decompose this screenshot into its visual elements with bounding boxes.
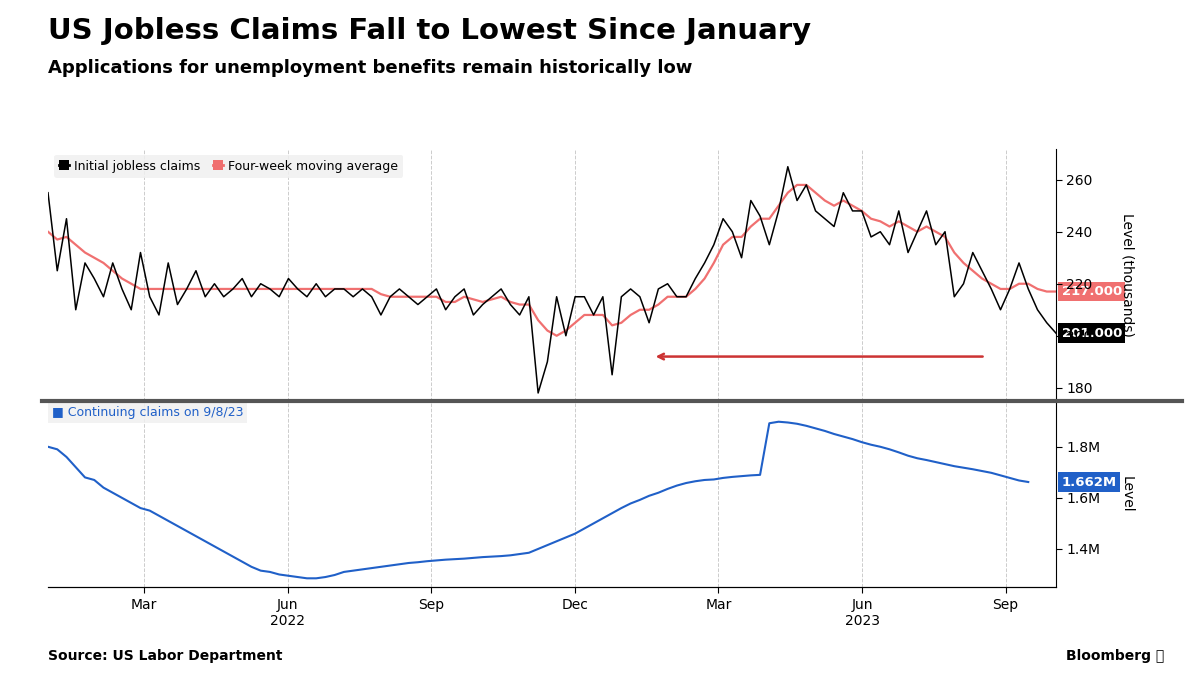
Text: 1.662M: 1.662M <box>1062 475 1117 489</box>
Y-axis label: Level: Level <box>1120 476 1134 512</box>
Text: Bloomberg ⓘ: Bloomberg ⓘ <box>1066 649 1164 663</box>
Text: Source: US Labor Department: Source: US Labor Department <box>48 649 282 663</box>
Text: 217.000: 217.000 <box>1062 285 1122 298</box>
Text: US Jobless Claims Fall to Lowest Since January: US Jobless Claims Fall to Lowest Since J… <box>48 17 811 45</box>
Y-axis label: Level (thousands): Level (thousands) <box>1121 213 1135 337</box>
Text: Applications for unemployment benefits remain historically low: Applications for unemployment benefits r… <box>48 59 692 78</box>
Text: ■ Continuing claims on 9/8/23: ■ Continuing claims on 9/8/23 <box>52 406 244 419</box>
Legend: Initial jobless claims, Four-week moving average: Initial jobless claims, Four-week moving… <box>54 155 403 178</box>
Text: 201.000: 201.000 <box>1062 327 1122 340</box>
